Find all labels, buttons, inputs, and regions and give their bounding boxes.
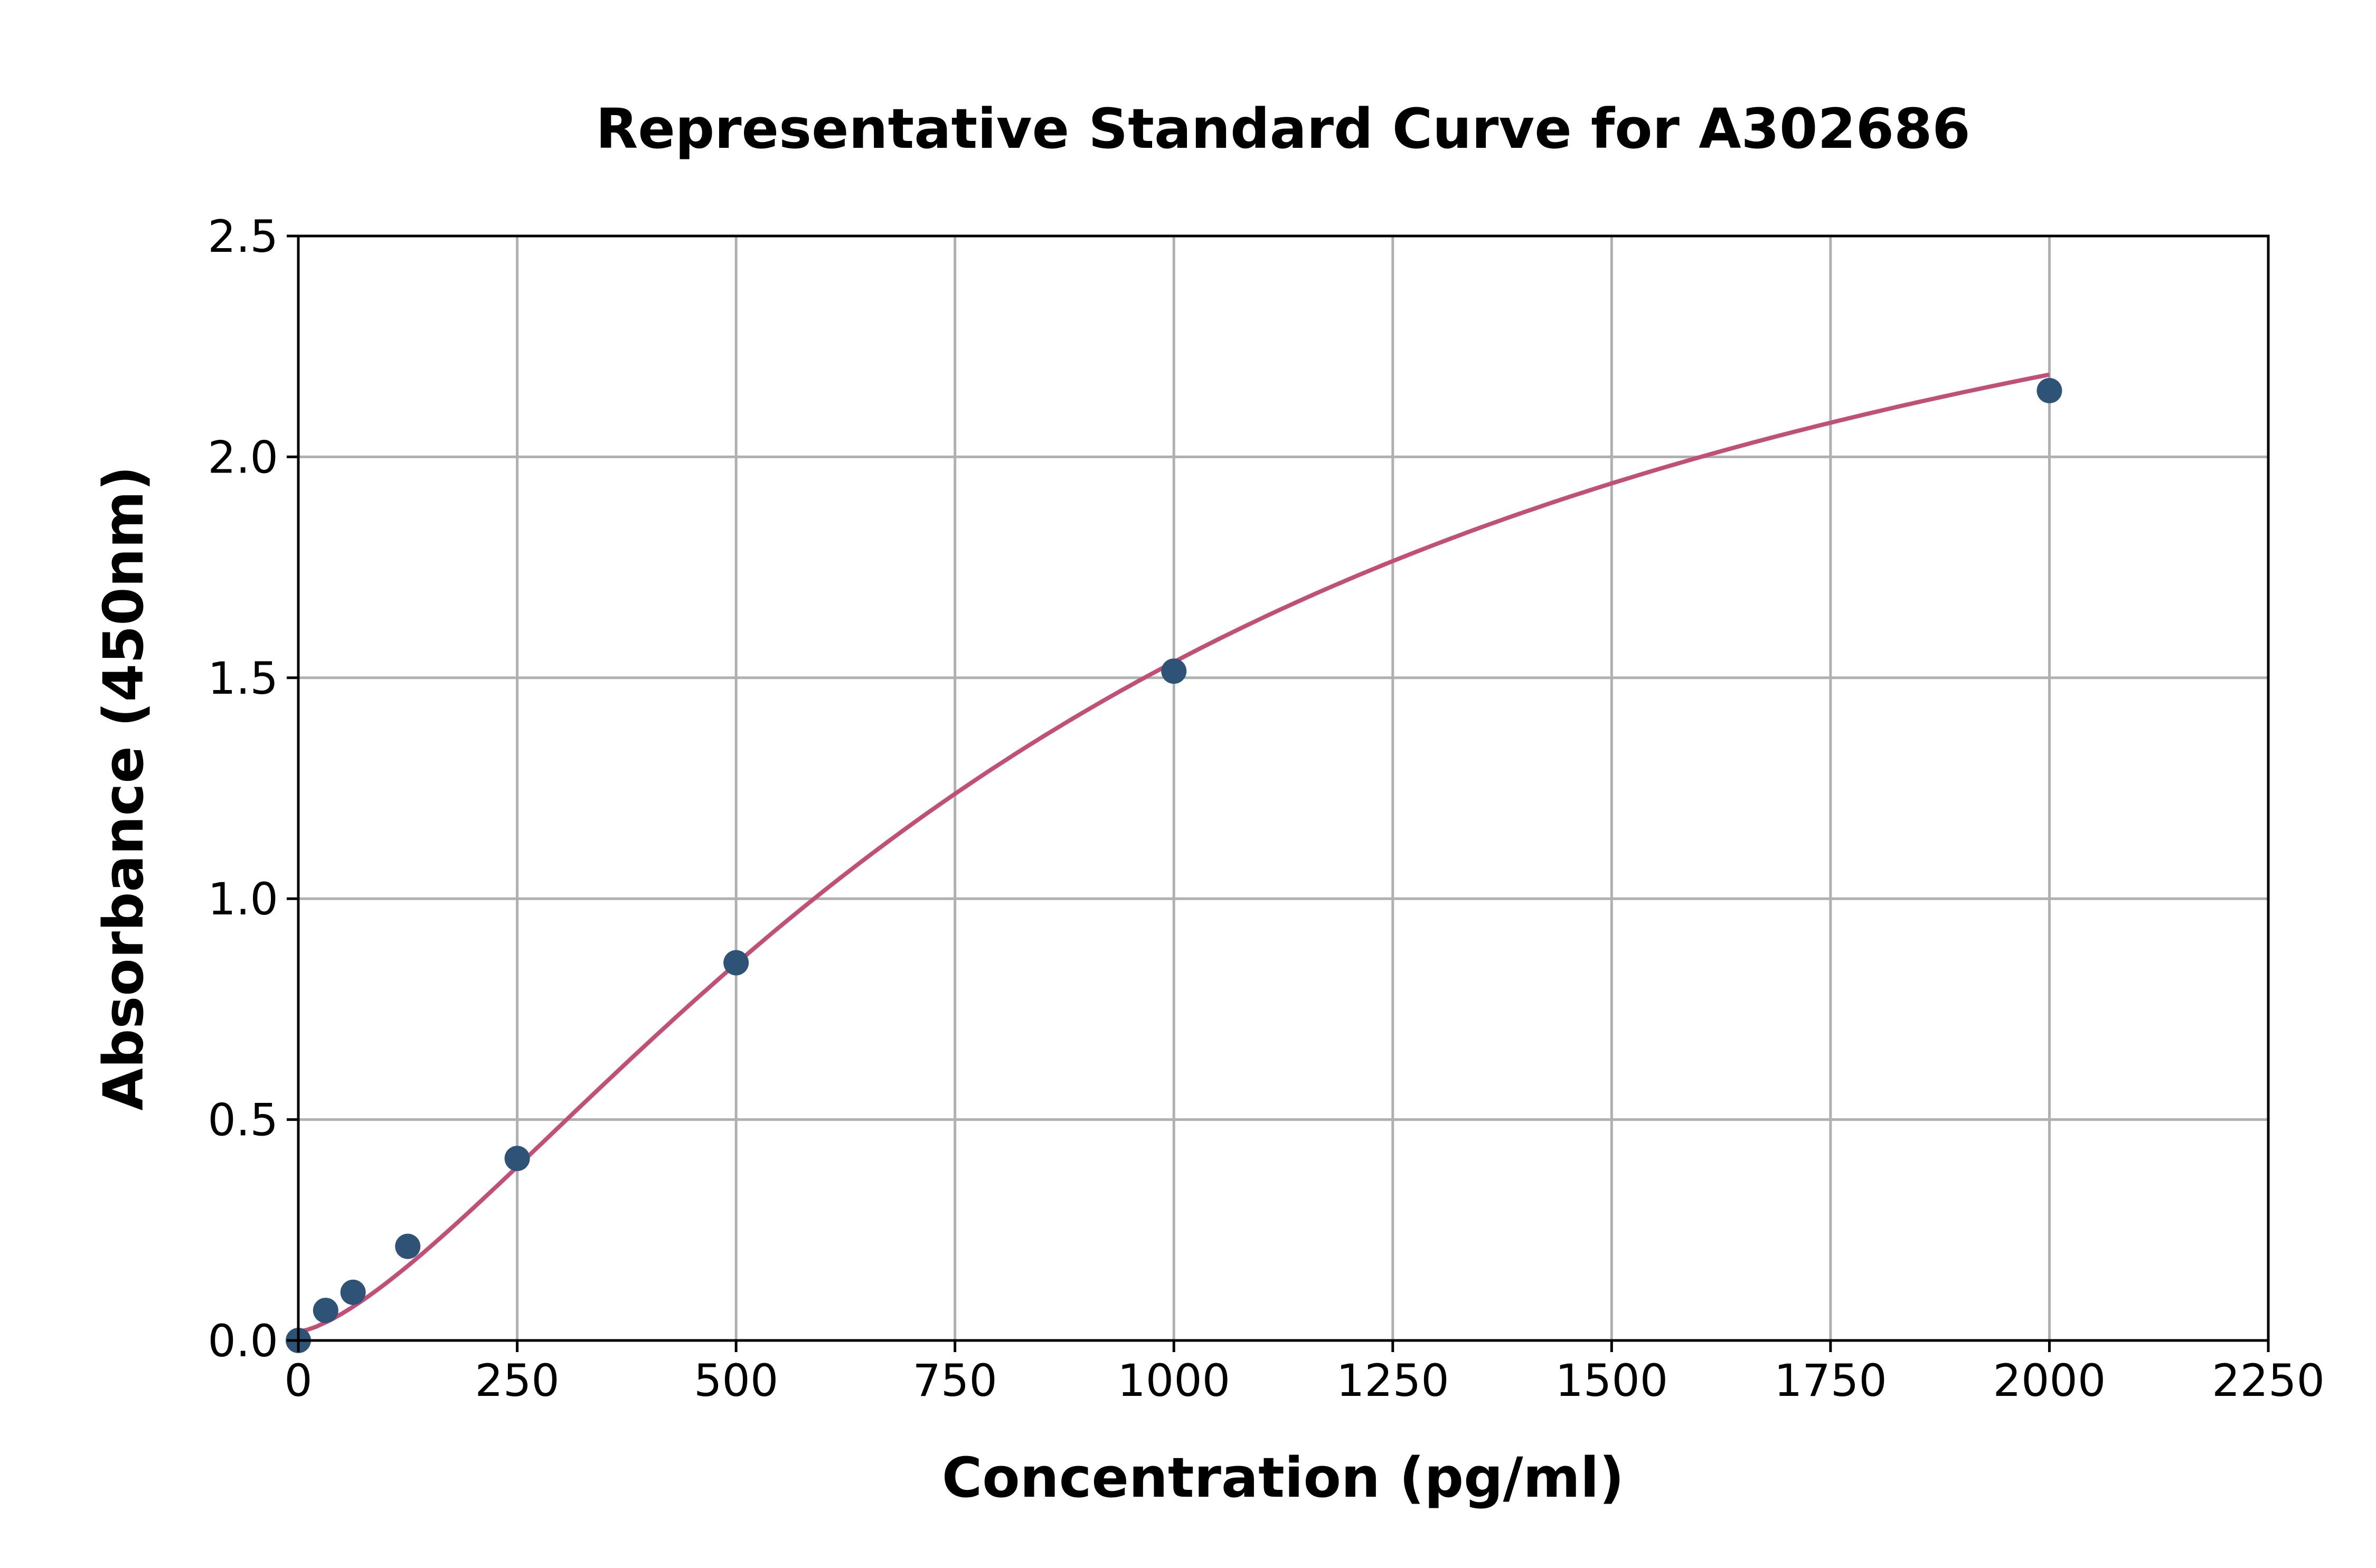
y-tick-label: 1.5: [208, 653, 278, 704]
y-tick-label: 0.0: [208, 1315, 278, 1367]
x-tick-label: 500: [694, 1355, 778, 1406]
x-tick-label: 1000: [1117, 1355, 1230, 1406]
grid: [297, 234, 2270, 1342]
data-point: [313, 1298, 338, 1324]
chart-title: Representative Standard Curve for A30268…: [596, 97, 1970, 161]
x-tick-label: 250: [475, 1355, 559, 1406]
data-point: [1161, 658, 1187, 684]
y-tick-label: 0.5: [208, 1094, 278, 1146]
x-axis-ticks: 0 250 500 750 1000 1250 1500 1750 2000 2250: [284, 1340, 2325, 1406]
y-tick-label: 1.0: [208, 873, 278, 925]
x-axis-label: Concentration (pg/ml): [942, 1446, 1624, 1510]
data-point: [2036, 377, 2062, 403]
data-points: [286, 377, 2062, 1353]
x-tick-label: 2250: [2212, 1355, 2325, 1406]
plot-frame: [297, 234, 2270, 1342]
data-point: [340, 1279, 366, 1305]
x-tick-label: 1250: [1336, 1355, 1449, 1406]
y-tick-label: 2.0: [208, 431, 278, 483]
x-tick-label: 1750: [1774, 1355, 1887, 1406]
y-tick-label: 2.5: [208, 211, 278, 262]
x-tick-label: 2000: [1993, 1355, 2106, 1406]
y-axis-label: Absorbance (450nm): [91, 466, 156, 1110]
x-tick-label: 1500: [1555, 1355, 1668, 1406]
data-point: [723, 950, 749, 976]
x-tick-label: 750: [912, 1355, 997, 1406]
data-point: [395, 1233, 421, 1259]
x-tick-label: 0: [284, 1355, 312, 1406]
data-point: [504, 1146, 530, 1172]
y-axis-ticks: 0.0 0.5 1.0 1.5 2.0 2.5: [208, 211, 298, 1367]
